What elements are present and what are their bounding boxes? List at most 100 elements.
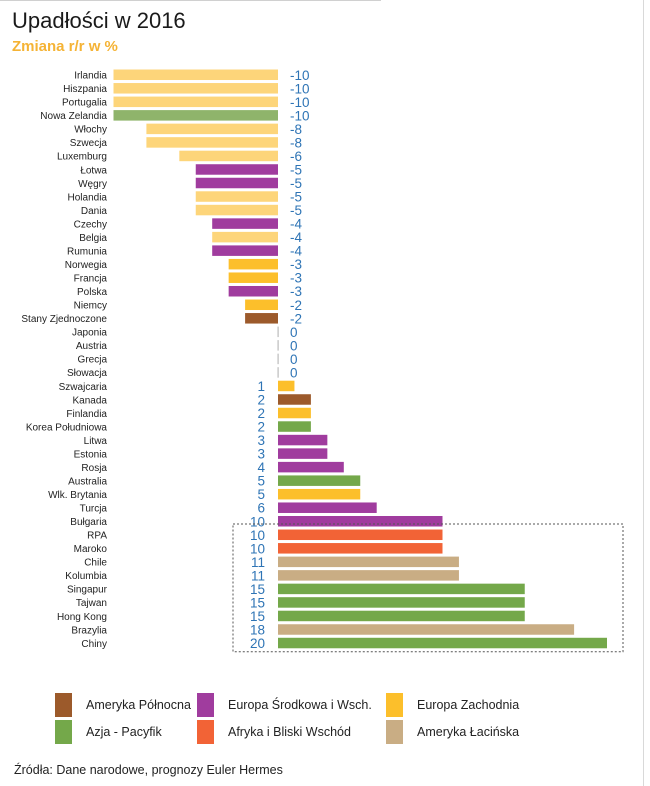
bar-francja [228,272,278,283]
value-label-lotwa: -5 [290,162,302,177]
category-label-polska: Polska [77,287,107,298]
value-label-irlandia: -10 [290,68,310,83]
bar-wlk-brytania [278,488,361,500]
value-label-estonia: 3 [257,447,265,462]
bar-estonia [278,448,328,459]
value-label-dania: -5 [290,203,302,218]
value-label-polska: -3 [290,284,302,299]
value-label-norwegia: -3 [290,257,302,272]
category-label-szwajcaria: Szwajcaria [59,382,108,393]
category-label-belgia: Belgia [79,233,107,244]
category-label-hong-kong: Hong Kong [57,612,107,623]
value-label-francja: -3 [290,271,302,286]
value-label-hiszpania: -10 [290,81,310,96]
bar-australia [278,475,361,486]
category-label-stany-zjednoczone: Stany Zjednoczone [21,314,107,325]
category-label-kolumbia: Kolumbia [65,571,107,582]
category-label-lotwa: Łotwa [80,165,107,176]
value-label-belgia: -4 [290,230,302,245]
top-border [0,0,381,1]
bar-wegry [195,177,278,189]
bar-wlochy [146,123,278,135]
value-label-korea-poludniowa: 2 [257,420,265,435]
category-label-chiny: Chiny [81,639,107,650]
value-label-turcja: 6 [257,501,265,516]
category-label-chile: Chile [84,558,107,569]
value-label-australia: 5 [257,474,265,489]
category-label-dania: Dania [81,206,108,217]
category-label-szwecja: Szwecja [70,138,108,149]
category-label-finlandia: Finlandia [66,409,107,420]
bar-bulgaria [278,516,443,527]
bar-stany-zjednoczone [245,313,278,324]
bar-kanada [278,394,311,405]
category-label-grecja: Grecja [78,355,108,366]
bar-turcja [278,502,377,513]
value-label-brazylia: 18 [250,622,265,637]
chart-subtitle: Zmiana r/r w % [12,38,118,55]
value-label-portugalia: -10 [290,95,310,110]
bar-korea-poludniowa [278,421,311,432]
value-label-wlk-brytania: 5 [257,487,265,502]
chart-title: Upadłości w 2016 [12,8,186,33]
right-border [643,0,644,786]
value-label-hong-kong: 15 [250,609,265,624]
category-label-norwegia: Norwegia [65,260,108,271]
value-label-rosja: 4 [257,460,265,475]
category-label-hiszpania: Hiszpania [63,84,107,95]
highlight-box [232,523,624,653]
category-label-wlochy: Włochy [74,125,107,136]
value-label-tajwan: 15 [250,595,265,610]
category-label-japonia: Japonia [72,328,107,339]
value-label-stany-zjednoczone: -2 [290,311,302,326]
value-label-japonia: 0 [290,325,298,340]
bar-irlandia [113,69,278,81]
category-label-czechy: Czechy [74,219,107,230]
bar-norwegia [228,258,278,270]
category-label-maroko: Maroko [74,544,108,555]
category-label-kanada: Kanada [73,395,108,406]
value-label-kanada: 2 [257,392,265,407]
value-label-finlandia: 2 [257,406,265,421]
category-label-nowa-zelandia: Nowa Zelandia [40,111,107,122]
category-label-luxemburg: Luxemburg [57,152,107,163]
category-label-singapur: Singapur [67,585,108,596]
value-label-wegry: -5 [290,176,302,191]
value-label-nowa-zelandia: -10 [290,108,310,123]
category-label-tajwan: Tajwan [76,598,107,609]
bar-austria [277,340,279,351]
category-label-australia: Australia [68,476,107,487]
bar-szwajcaria [278,380,295,392]
value-label-holandia: -5 [290,190,302,205]
value-label-slowacja: 0 [290,365,298,380]
category-label-rosja: Rosja [81,463,107,474]
bar-hiszpania [113,83,278,94]
bar-finlandia [278,407,311,419]
category-label-bulgaria: Bułgaria [70,517,107,528]
value-label-austria: 0 [290,338,298,353]
bar-kolumbia [278,570,459,581]
bar-chile [278,556,459,568]
category-label-rpa: RPA [87,531,107,542]
bar-maroko [278,543,443,554]
source-note: Źródła: Dane narodowe, prognozy Euler He… [14,763,283,777]
bar-japonia [277,326,279,338]
value-label-chile: 11 [251,555,265,570]
value-label-bulgaria: 10 [250,514,265,529]
bar-luxemburg [179,150,278,162]
value-label-luxemburg: -6 [290,149,302,164]
bar-slowacja [277,367,279,378]
bar-chiny [278,637,607,649]
category-label-wlk-brytania: Wlk. Brytania [48,490,107,501]
category-label-litwa: Litwa [84,436,108,447]
value-label-szwajcaria: 1 [257,379,265,394]
value-label-kolumbia: 11 [251,568,265,583]
value-label-szwecja: -8 [290,135,302,150]
bar-portugalia [113,96,278,108]
bar-tajwan [278,597,525,608]
category-label-slowacja: Słowacja [67,368,107,379]
value-label-czechy: -4 [290,217,302,232]
value-label-chiny: 20 [250,636,265,651]
bar-grecja [277,353,279,365]
